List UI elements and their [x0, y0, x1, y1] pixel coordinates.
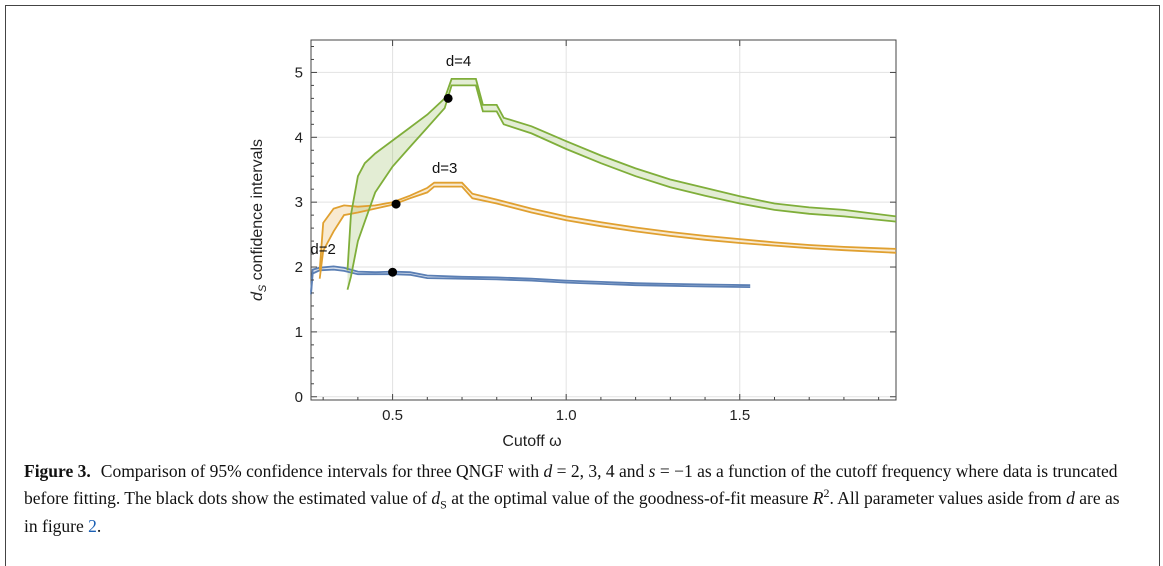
series-label-d=4: d=4: [446, 53, 471, 70]
plot-area: [311, 40, 896, 400]
y-axis-label: dS confidence intervals: [249, 139, 269, 301]
y-tick-label: 2: [295, 259, 303, 276]
x-tick-label: 0.5: [382, 407, 403, 424]
x-tick-label: 1.5: [729, 407, 750, 424]
y-tick-label: 3: [295, 194, 303, 211]
chart: d=2 d=3 d=4 0.5 1.0 1.5 0 1 2 3 4 5 Cutoff ω dS c…: [0, 0, 1163, 460]
figure-reference-link[interactable]: 2: [88, 516, 97, 536]
x-tick-label: 1.0: [556, 407, 577, 424]
estimate-dot-d=3: [392, 200, 401, 209]
caption-label: Figure 3.: [24, 461, 91, 481]
series-label-d=2: d=2: [310, 241, 335, 258]
y-tick-label: 0: [295, 389, 303, 406]
estimate-dot-d=4: [444, 94, 453, 103]
y-tick-label: 4: [295, 129, 303, 146]
series-label-d=3: d=3: [432, 160, 457, 177]
y-tick-label: 1: [295, 324, 303, 341]
estimate-dot-d=2: [388, 268, 397, 277]
figure-caption: Figure 3. Comparison of 95% confidence in…: [24, 460, 1134, 537]
x-axis-label: Cutoff ω: [502, 433, 561, 450]
y-tick-label: 5: [295, 64, 303, 81]
